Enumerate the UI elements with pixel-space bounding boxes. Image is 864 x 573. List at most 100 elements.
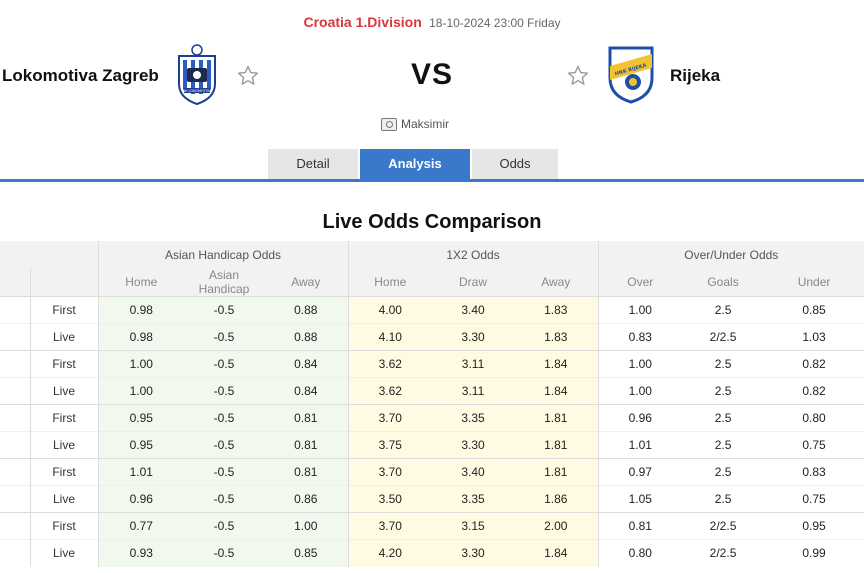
odds-cell: 0.81 [264,458,349,486]
away-team-logo[interactable]: HNK RIJEKA [606,44,656,104]
home-team-name[interactable]: Lokomotiva Zagreb [2,66,159,85]
column-header: Goals [682,268,765,297]
column-header: Away [264,268,349,297]
column-header: Draw [432,268,515,297]
odds-cell: 1.84 [514,377,599,405]
table-row[interactable]: First 0.77 -0.5 1.00 3.70 3.15 2.00 0.81 2/2.5 0.… [0,512,864,540]
away-team-name[interactable]: Rijeka [670,66,721,85]
odds-cell: 2.5 [682,377,765,405]
odds-cell: 0.82 [764,350,864,378]
league-name[interactable]: Croatia 1.Division [303,14,422,30]
table-row[interactable]: First 0.95 -0.5 0.81 3.70 3.35 1.81 0.96 2.5 0.80 [0,404,864,432]
odds-cell: 2/2.5 [682,539,765,567]
favorite-star-icon[interactable] [236,64,260,88]
odds-cell: -0.5 [184,539,264,567]
odds-cell: 2.5 [682,431,765,459]
column-header: Over [597,268,683,297]
odds-cell: -0.5 [184,350,264,378]
odds-cell: 1.01 [597,431,683,459]
odds-cell: 0.83 [764,458,864,486]
odds-cell: 0.96 [597,404,683,432]
vs-label: VS [410,58,454,91]
odds-cell: 1.03 [764,323,864,351]
row-label: Live [29,539,98,567]
odds-cell: 0.80 [597,539,683,567]
odds-cell: 3.15 [432,512,515,540]
table-row[interactable]: Live 1.00 -0.5 0.84 3.62 3.11 1.84 1.00 2.5 0.82 [0,377,864,405]
odds-cell: 3.30 [432,431,515,459]
odds-cell: -0.5 [184,431,264,459]
odds-cell: 0.97 [597,458,683,486]
favorite-star-icon[interactable] [566,64,590,88]
odds-cell: 3.70 [347,512,433,540]
odds-cell: 1.00 [597,377,683,405]
tab-odds[interactable]: Odds [472,149,558,179]
odds-cell: 3.75 [347,431,433,459]
odds-cell: 3.40 [432,296,515,324]
odds-cell: 0.84 [264,377,349,405]
odds-cell: 2.00 [514,512,599,540]
tab-detail[interactable]: Detail [268,149,358,179]
odds-cell: 1.84 [514,539,599,567]
row-label: Live [29,485,98,513]
odds-cell: 2.5 [682,350,765,378]
table-row[interactable]: First 1.00 -0.5 0.84 3.62 3.11 1.84 1.00 2.5 0.82 [0,350,864,378]
odds-cell: -0.5 [184,296,264,324]
row-label: First [29,350,98,378]
table-row[interactable]: First 0.98 -0.5 0.88 4.00 3.40 1.83 1.00 2.5 0.85 [0,296,864,324]
row-label: First [29,404,98,432]
odds-cell: 1.01 [97,458,184,486]
odds-cell: 0.82 [764,377,864,405]
venue: Maksimir [381,117,449,131]
odds-cell: 3.70 [347,458,433,486]
odds-cell: 3.30 [432,323,515,351]
odds-cell: 0.75 [764,485,864,513]
tab-analysis[interactable]: Analysis [360,149,470,179]
row-label: First [29,512,98,540]
odds-cell: 2/2.5 [682,512,765,540]
odds-cell: -0.5 [184,458,264,486]
odds-cell: 4.20 [347,539,433,567]
table-row[interactable]: First 1.01 -0.5 0.81 3.70 3.40 1.81 0.97 2.5 0.83 [0,458,864,486]
odds-cell: 1.00 [97,350,184,378]
table-row[interactable]: Live 0.93 -0.5 0.85 4.20 3.30 1.84 0.80 2/2.5 0.9… [0,539,864,567]
odds-cell: 0.85 [264,539,349,567]
table-row[interactable]: Live 0.96 -0.5 0.86 3.50 3.35 1.86 1.05 2.5 0.75 [0,485,864,513]
odds-cell: 2.5 [682,404,765,432]
column-header: Home [347,268,433,297]
home-team-logo[interactable]: NK LOKOMOTIVA [175,44,219,106]
odds-cell: 0.84 [264,350,349,378]
odds-cell: 0.95 [97,431,184,459]
odds-cell: 3.62 [347,377,433,405]
odds-cell: 1.00 [97,377,184,405]
venue-name: Maksimir [401,117,449,131]
odds-cell: 0.88 [264,296,349,324]
table-row[interactable]: Live 0.95 -0.5 0.81 3.75 3.30 1.81 1.01 2.5 0.75 [0,431,864,459]
odds-cell: 0.99 [764,539,864,567]
row-label: First [29,296,98,324]
column-header: Away [514,268,599,297]
group-header-1x2: 1X2 Odds [347,241,599,268]
odds-cell: 1.00 [264,512,349,540]
odds-cell: 0.80 [764,404,864,432]
odds-cell: 1.84 [514,350,599,378]
odds-cell: -0.5 [184,404,264,432]
odds-cell: 0.98 [97,296,184,324]
odds-cell: 4.10 [347,323,433,351]
group-header-asian-handicap: Asian Handicap Odds [97,241,349,268]
column-header: Under [764,268,864,297]
odds-cell: 3.40 [432,458,515,486]
odds-cell: 0.75 [764,431,864,459]
match-header: Croatia 1.Division 18-10-2024 23:00 Frid… [0,0,864,182]
odds-cell: 0.88 [264,323,349,351]
odds-table-body: First 0.98 -0.5 0.88 4.00 3.40 1.83 1.00 2.5 0.85… [0,296,864,567]
odds-cell: 1.83 [514,296,599,324]
odds-cell: 3.30 [432,539,515,567]
odds-table: Asian Handicap Odds 1X2 Odds Over/Under … [0,241,864,567]
odds-cell: 0.81 [597,512,683,540]
section-title: Live Odds Comparison [322,211,542,233]
odds-cell: 1.86 [514,485,599,513]
odds-cell: 0.85 [764,296,864,324]
table-row[interactable]: Live 0.98 -0.5 0.88 4.10 3.30 1.83 0.83 2/2.5 1.0… [0,323,864,351]
odds-cell: 2.5 [682,458,765,486]
